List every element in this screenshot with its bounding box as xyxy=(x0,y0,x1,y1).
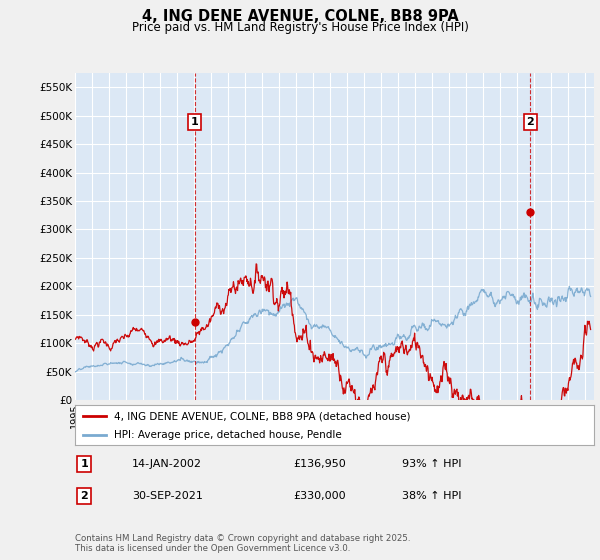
Text: 4, ING DENE AVENUE, COLNE, BB8 9PA: 4, ING DENE AVENUE, COLNE, BB8 9PA xyxy=(142,9,458,24)
Text: 4, ING DENE AVENUE, COLNE, BB8 9PA (detached house): 4, ING DENE AVENUE, COLNE, BB8 9PA (deta… xyxy=(114,411,410,421)
Text: 14-JAN-2002: 14-JAN-2002 xyxy=(132,459,202,469)
Text: Contains HM Land Registry data © Crown copyright and database right 2025.
This d: Contains HM Land Registry data © Crown c… xyxy=(75,534,410,553)
Text: 38% ↑ HPI: 38% ↑ HPI xyxy=(402,491,461,501)
Text: £136,950: £136,950 xyxy=(293,459,346,469)
Text: Price paid vs. HM Land Registry's House Price Index (HPI): Price paid vs. HM Land Registry's House … xyxy=(131,21,469,34)
Text: 2: 2 xyxy=(80,491,88,501)
Text: 93% ↑ HPI: 93% ↑ HPI xyxy=(402,459,461,469)
Text: HPI: Average price, detached house, Pendle: HPI: Average price, detached house, Pend… xyxy=(114,430,341,440)
Text: 30-SEP-2021: 30-SEP-2021 xyxy=(132,491,203,501)
Text: 1: 1 xyxy=(191,117,199,127)
Text: 1: 1 xyxy=(80,459,88,469)
Text: 2: 2 xyxy=(526,117,534,127)
Text: £330,000: £330,000 xyxy=(293,491,346,501)
